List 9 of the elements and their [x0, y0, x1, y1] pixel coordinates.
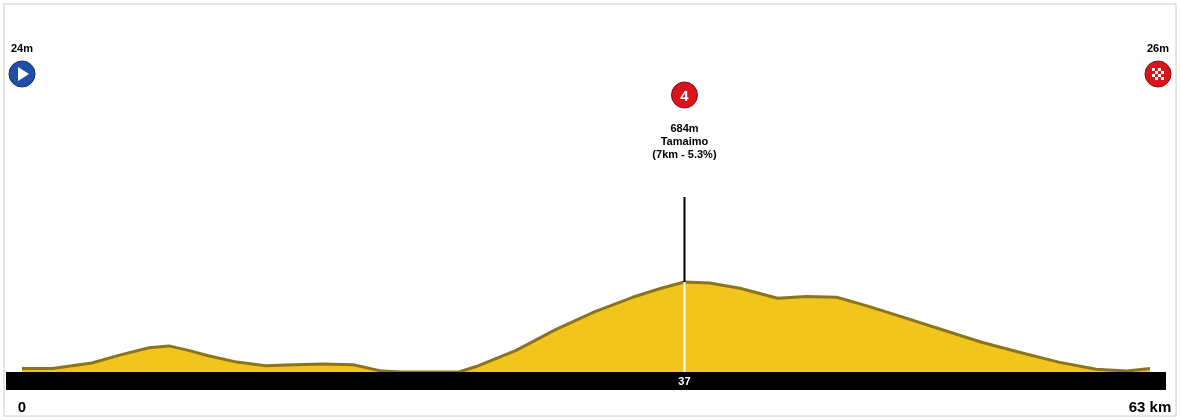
text: Tamaimo — [660, 135, 709, 147]
text: 24m — [10, 42, 34, 54]
x-tick-label: 0 — [17, 398, 27, 415]
text: 26m — [1146, 42, 1170, 54]
ref-line-label: 37 — [678, 375, 691, 387]
text: (7km - 5.3%) — [652, 148, 717, 160]
text: 684m — [670, 122, 699, 134]
x-tick-label: 63 km — [1128, 398, 1172, 415]
text: 4 — [680, 87, 690, 104]
